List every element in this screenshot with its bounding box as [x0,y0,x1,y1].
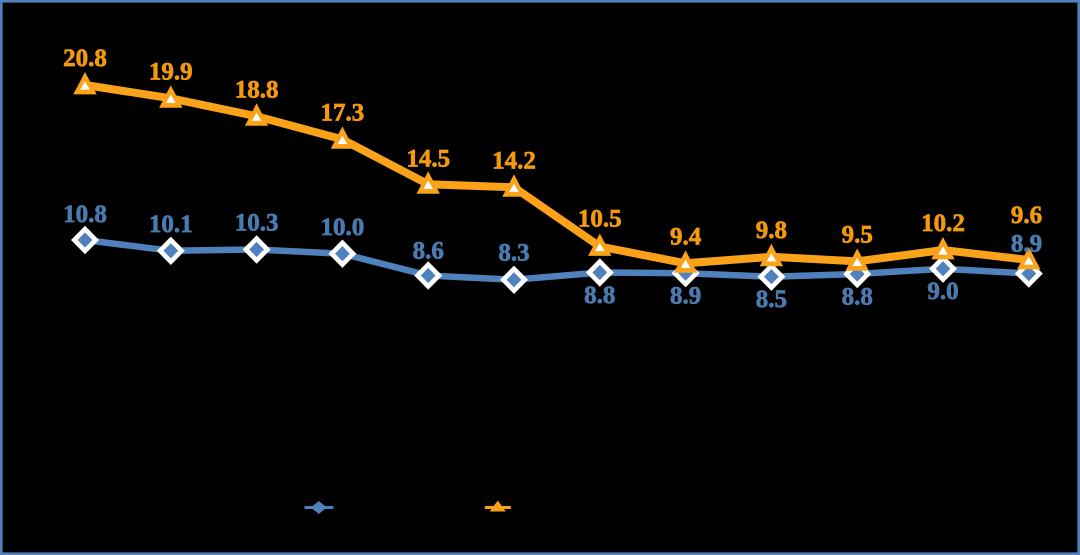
svg-text:14.2: 14.2 [492,147,536,174]
svg-text:18.8: 18.8 [235,76,279,103]
svg-text:9.5: 9.5 [842,221,873,248]
svg-text:20.8: 20.8 [63,45,107,72]
svg-text:8.8: 8.8 [842,284,873,311]
svg-text:10.1: 10.1 [149,211,193,238]
svg-text:17.3: 17.3 [321,99,365,126]
svg-text:9.0: 9.0 [927,278,958,305]
svg-text:9.4: 9.4 [670,223,702,250]
svg-text:8.5: 8.5 [756,286,787,313]
svg-text:10.5: 10.5 [578,206,622,233]
svg-text:8.8: 8.8 [584,282,615,309]
svg-text:10.8: 10.8 [63,201,107,228]
svg-text:19.9: 19.9 [149,58,193,85]
svg-text:9.6: 9.6 [1011,202,1042,229]
svg-text:10.0: 10.0 [321,214,365,241]
svg-text:14.5: 14.5 [406,146,450,173]
svg-text:8.9: 8.9 [1011,231,1042,258]
svg-text:8.9: 8.9 [670,283,701,310]
svg-text:8.6: 8.6 [413,237,444,264]
svg-text:9.8: 9.8 [756,217,787,244]
svg-text:10.2: 10.2 [921,210,965,237]
svg-text:8.3: 8.3 [498,240,529,267]
svg-text:10.3: 10.3 [235,210,279,237]
